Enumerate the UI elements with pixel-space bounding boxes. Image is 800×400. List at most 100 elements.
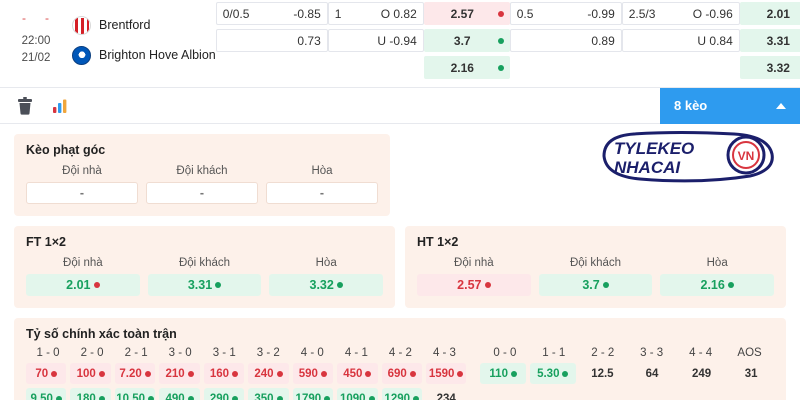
trend-down-dot-icon — [497, 10, 504, 17]
score-cell[interactable]: 450 — [337, 363, 378, 384]
score-cell[interactable]: 249 — [691, 367, 712, 380]
odds-cell-1x2-1[interactable]: 2.16 — [423, 56, 510, 79]
score-cell[interactable]: 12.5 — [591, 367, 614, 380]
corner-columns: Đội nhà - Đội khách - Hòa - — [26, 163, 378, 204]
ht-col-home: Đội nhà 2.57 — [417, 255, 531, 296]
score-cell[interactable]: 9.50 — [26, 388, 67, 400]
score-header: 1 - 1 — [542, 347, 566, 359]
score-header: 1 - 0 — [36, 347, 60, 359]
ht-value-away[interactable]: 3.7 — [538, 274, 653, 296]
ft-value-away[interactable]: 3.31 — [147, 274, 262, 296]
odds-cell-ah-2[interactable]: 0.89 — [509, 29, 622, 52]
logo-line1: TYLEKEO — [614, 139, 694, 158]
score-cell[interactable]: 1790 — [292, 388, 334, 400]
score-cell[interactable]: 160 — [203, 363, 245, 384]
score-cell[interactable]: 1590 — [425, 363, 467, 384]
brighton-crest-icon — [72, 45, 91, 65]
score-header: 2 - 1 — [124, 347, 148, 359]
correct-score-draw-group: 0 - 0 1 - 1 2 - 2 3 - 3 4 - 4 AOS 110 5.… — [480, 347, 774, 400]
odds-row: 0.73 U -0.94 3.7 0.89 U 0.84 — [215, 27, 800, 54]
odds-cell-ah-1[interactable]: 0.73 — [215, 29, 328, 52]
odds-cell-ou-2[interactable]: 2.5/3 O -0.96 — [621, 2, 740, 25]
column-header: Hòa — [315, 257, 337, 269]
bar-chart-icon[interactable] — [48, 93, 74, 119]
odds-grid: 0/0.5 -0.85 1 O 0.82 2.57 0.5 -0.99 2.5/… — [215, 0, 800, 87]
ft-value-home[interactable]: 2.01 — [26, 274, 140, 296]
ht-value-draw[interactable]: 2.16 — [660, 274, 775, 296]
odds-cell-ah-2[interactable]: 0.5 -0.99 — [509, 2, 622, 25]
odds-cell-ah-1[interactable]: 0/0.5 -0.85 — [215, 2, 328, 25]
trend-up-dot-icon — [215, 282, 222, 288]
column-header: Đội nhà — [63, 257, 103, 269]
score-cell[interactable]: 234 — [436, 392, 456, 400]
score-cell[interactable]: 64 — [645, 367, 659, 380]
correct-score-columns: 1 - 0 2 - 0 2 - 1 3 - 0 3 - 1 3 - 2 4 - … — [26, 347, 774, 400]
odds-cell-empty — [510, 56, 622, 79]
odds-cell-1x2-2[interactable]: 3.31 — [739, 29, 800, 52]
score-cell[interactable]: 110 — [480, 363, 526, 384]
corner-value-away[interactable]: - — [146, 182, 258, 204]
score-cell[interactable]: 290 — [203, 388, 245, 400]
home-team-row[interactable]: Brentford — [72, 10, 216, 40]
score-cell[interactable]: 210 — [159, 363, 200, 384]
score-cell[interactable]: 180 — [70, 388, 111, 400]
away-team-row[interactable]: Brighton Hove Albion — [72, 40, 216, 70]
corner-col-away: Đội khách - — [146, 163, 258, 204]
score-cell[interactable]: 1090 — [337, 388, 378, 400]
score-cell[interactable]: 590 — [292, 363, 334, 384]
score-cell[interactable]: 31 — [744, 367, 758, 380]
odds-row: 0/0.5 -0.85 1 O 0.82 2.57 0.5 -0.99 2.5/… — [215, 0, 800, 27]
odds-value: 2.16 — [450, 60, 474, 75]
odds-cell-1x2-2[interactable]: 3.32 — [739, 56, 800, 79]
odds-cell-1x2-1[interactable]: 3.7 — [423, 29, 510, 52]
corner-value-draw[interactable]: - — [266, 182, 378, 204]
trend-up-dot-icon — [187, 395, 194, 400]
trend-up-dot-icon — [336, 282, 343, 288]
score-header: 4 - 3 — [432, 347, 456, 359]
ht-value-home[interactable]: 2.57 — [417, 274, 531, 296]
score-cell[interactable]: 7.20 — [114, 363, 156, 384]
score-cell[interactable]: 70 — [26, 363, 67, 384]
panel-title: FT 1×2 — [26, 235, 66, 249]
score-odds-row-draw: 110 5.30 12.5 64 249 31 — [480, 363, 774, 384]
score-cell[interactable]: 5.30 — [530, 363, 576, 384]
site-logo[interactable]: TYLEKEO NHACAI VN — [596, 128, 778, 184]
column-header: Đội khách — [178, 257, 231, 269]
away-team-name: Brighton Hove Albion — [99, 48, 216, 62]
column-header: Hòa — [311, 165, 333, 177]
corner-value-home[interactable]: - — [26, 182, 138, 204]
score-cell[interactable]: 10.50 — [114, 388, 156, 400]
match-toolbar: 8 kèo — [0, 87, 800, 124]
corner-col-draw: Hòa - — [266, 163, 378, 204]
ft-value-draw[interactable]: 3.32 — [269, 274, 384, 296]
score-cell[interactable]: 690 — [381, 363, 422, 384]
trend-up-dot-icon — [497, 37, 504, 44]
keo-count-label: 8 kèo — [674, 98, 708, 113]
odds-cell-1x2-2[interactable]: 2.01 — [739, 2, 800, 25]
score-cell[interactable]: 350 — [248, 388, 289, 400]
score-header: 4 - 0 — [300, 347, 324, 359]
odds-value: 2.16 — [700, 278, 725, 292]
keo-count-button[interactable]: 8 kèo — [660, 87, 800, 124]
odds-cell-ou-1[interactable]: U -0.94 — [327, 29, 424, 52]
trend-down-dot-icon — [51, 370, 58, 377]
score-cell[interactable]: 1290 — [381, 388, 422, 400]
trend-up-dot-icon — [413, 395, 420, 400]
score-cell[interactable]: 240 — [248, 363, 289, 384]
trend-up-dot-icon — [497, 64, 504, 71]
score-cell[interactable]: 490 — [159, 388, 200, 400]
score-odds-row-home: 70 100 7.20 210 160 240 590 450 690 1590 — [26, 363, 467, 384]
column-header: Đội nhà — [454, 257, 494, 269]
score-cell[interactable]: 100 — [70, 363, 111, 384]
odds-cell-1x2-1[interactable]: 2.57 — [423, 2, 510, 25]
kickoff-time: 22:00 — [21, 35, 51, 48]
odds-cell-ou-2[interactable]: U 0.84 — [621, 29, 740, 52]
column-header: Đội nhà — [62, 165, 102, 177]
trend-up-dot-icon — [368, 395, 375, 400]
odds-cell-empty — [622, 56, 740, 79]
trend-up-dot-icon — [55, 395, 62, 400]
odds-cell-ou-1[interactable]: 1 O 0.82 — [327, 2, 424, 25]
odds-value: O 0.82 — [380, 6, 417, 21]
trash-icon[interactable] — [12, 93, 38, 119]
odds-value: 2.57 — [457, 278, 482, 292]
